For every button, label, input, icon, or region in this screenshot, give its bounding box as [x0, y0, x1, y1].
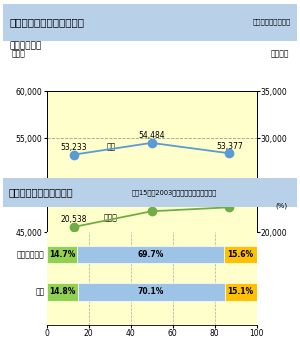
Text: 53,233: 53,233: [60, 143, 87, 152]
Text: 53,377: 53,377: [216, 142, 243, 151]
Text: 14.8%: 14.8%: [49, 287, 75, 296]
Bar: [224, 246, 256, 263]
Text: 人口: 人口: [106, 142, 116, 151]
Text: 15.6%: 15.6%: [227, 250, 253, 259]
Bar: [78, 283, 225, 301]
Text: 人口・世帯数の移り変わり: 人口・世帯数の移り変わり: [9, 17, 84, 27]
Text: 年齢３区分別の人口割合: 年齢３区分別の人口割合: [9, 187, 74, 197]
Text: 住民基本台帳による: 住民基本台帳による: [253, 19, 291, 25]
Text: （世帯）: （世帯）: [271, 50, 290, 59]
Bar: [225, 283, 256, 301]
Text: 20,538: 20,538: [61, 215, 87, 224]
Text: 14.7%: 14.7%: [49, 250, 75, 259]
Text: 15.1%: 15.1%: [228, 287, 254, 296]
Text: 平成15年（2003年）住民基本台帳による: 平成15年（2003年）住民基本台帳による: [132, 189, 217, 196]
Text: この地域全体: この地域全体: [17, 250, 44, 259]
Text: 54,484: 54,484: [138, 131, 165, 140]
Text: 22,632: 22,632: [216, 196, 242, 205]
Text: 70.1%: 70.1%: [138, 287, 164, 296]
Text: (%): (%): [275, 202, 287, 209]
Bar: [46, 246, 77, 263]
Bar: [77, 246, 224, 263]
Text: 全市: 全市: [35, 287, 44, 296]
Text: この地域全体: この地域全体: [9, 41, 41, 50]
Text: 22,209: 22,209: [138, 200, 165, 208]
Text: 69.7%: 69.7%: [137, 250, 164, 259]
Text: 世帯数: 世帯数: [103, 213, 117, 222]
Bar: [46, 283, 78, 301]
Text: （人）: （人）: [12, 50, 26, 59]
